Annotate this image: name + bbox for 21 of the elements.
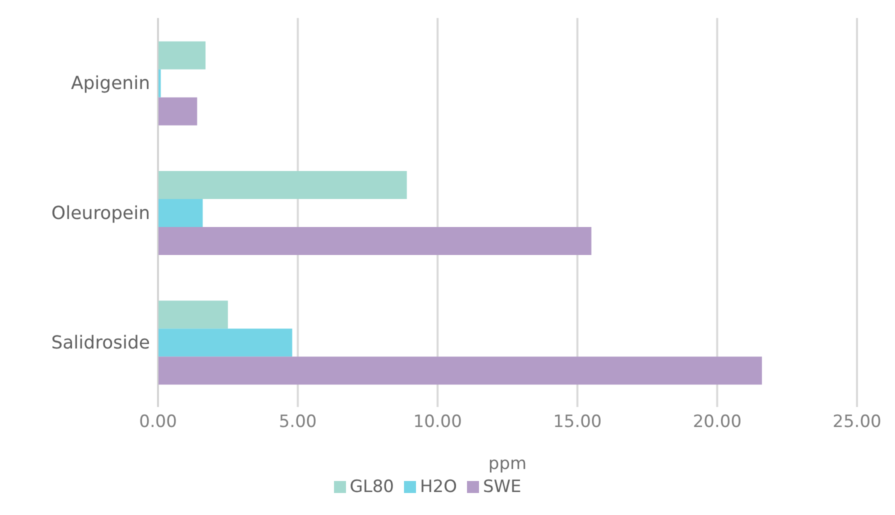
bar [158, 97, 198, 126]
x-axis-title: ppm [488, 454, 527, 474]
bar [158, 300, 228, 329]
bar [158, 328, 292, 357]
bar [158, 356, 762, 385]
bar [158, 199, 203, 228]
bar [158, 171, 407, 200]
legend-label: H2O [420, 477, 457, 497]
x-tick-label: 15.00 [553, 412, 602, 432]
x-tick-label: 20.00 [692, 412, 742, 432]
x-tick-label: 0.00 [139, 412, 177, 432]
bar [158, 227, 592, 256]
y-tick-label: Oleuropein [51, 202, 150, 224]
legend-label: SWE [482, 477, 522, 497]
y-tick-label: Apigenin [70, 73, 150, 94]
bar [158, 41, 206, 70]
legend-label: GL80 [350, 477, 394, 497]
x-tick-label: 10.00 [413, 412, 462, 432]
y-tick-label: Salidroside [51, 332, 150, 354]
x-tick-label: 5.00 [278, 412, 317, 432]
x-tick-label: 25.00 [832, 412, 882, 432]
